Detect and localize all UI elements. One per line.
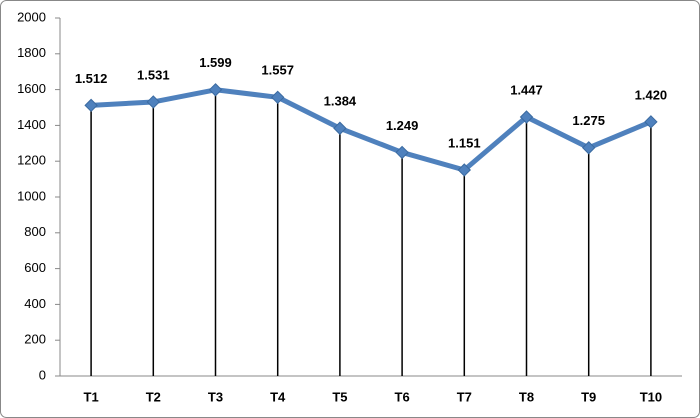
x-tick-label: T7 bbox=[457, 389, 472, 404]
point-marker bbox=[270, 90, 285, 105]
y-tick-label: 1600 bbox=[17, 81, 46, 96]
data-label: 1.557 bbox=[261, 63, 294, 78]
point-marker bbox=[84, 98, 98, 113]
y-tick-label: 400 bbox=[24, 296, 46, 311]
point-marker bbox=[581, 141, 596, 155]
point-marker bbox=[333, 121, 347, 135]
y-tick-label: 600 bbox=[24, 260, 46, 275]
y-tick-label: 800 bbox=[24, 224, 46, 239]
y-tick-label: 200 bbox=[24, 332, 46, 347]
y-tick-label: 1800 bbox=[17, 45, 46, 60]
x-tick-label: T8 bbox=[519, 389, 534, 404]
data-label: 1.275 bbox=[572, 113, 605, 128]
y-tick-label: 1200 bbox=[17, 153, 46, 168]
data-label: 1.249 bbox=[386, 118, 419, 133]
y-tick-label: 1400 bbox=[17, 117, 46, 132]
data-label: 1.599 bbox=[199, 55, 232, 70]
y-tick-label: 2000 bbox=[17, 9, 46, 24]
data-label: 1.151 bbox=[448, 135, 481, 150]
point-marker bbox=[519, 110, 534, 124]
data-label: 1.384 bbox=[324, 94, 357, 109]
x-tick-label: T6 bbox=[395, 389, 410, 404]
x-tick-label: T4 bbox=[270, 389, 286, 404]
x-tick-label: T5 bbox=[332, 389, 347, 404]
data-label: 1.512 bbox=[75, 71, 108, 86]
data-label: 1.531 bbox=[137, 67, 170, 82]
point-marker bbox=[146, 95, 161, 109]
x-tick-label: T1 bbox=[84, 389, 99, 404]
x-tick-label: T10 bbox=[640, 389, 662, 404]
point-marker bbox=[395, 145, 409, 160]
x-tick-label: T9 bbox=[581, 389, 596, 404]
x-tick-label: T2 bbox=[146, 389, 161, 404]
data-label: 1.447 bbox=[510, 82, 543, 97]
y-tick-label: 0 bbox=[39, 367, 46, 382]
point-marker bbox=[644, 115, 658, 129]
x-tick-label: T3 bbox=[208, 389, 223, 404]
data-line bbox=[90, 87, 652, 173]
point-marker bbox=[208, 83, 223, 97]
y-tick-label: 1000 bbox=[17, 188, 46, 203]
point-marker bbox=[457, 163, 472, 177]
data-label: 1.420 bbox=[635, 87, 668, 102]
